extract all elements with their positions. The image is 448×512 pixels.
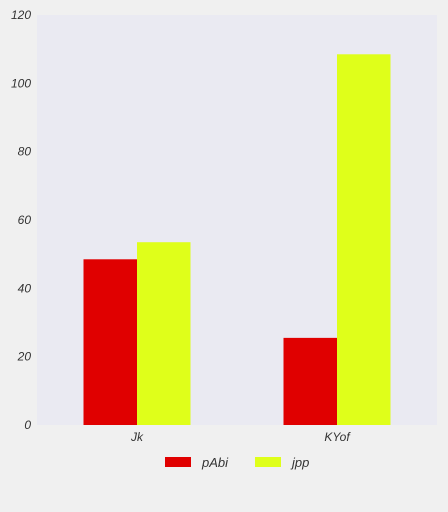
legend-label-pAbi: pAbi — [201, 455, 229, 470]
bars-group — [83, 54, 391, 426]
y-axis: 0 20 40 60 80 100 120 — [11, 8, 31, 432]
y-tick-label: 100 — [11, 76, 31, 90]
legend-label-jpp: jpp — [290, 455, 309, 470]
y-tick-label: 20 — [17, 350, 32, 364]
y-tick-label: 40 — [18, 281, 32, 295]
bar-jpp-Jk — [137, 242, 191, 425]
bar-jpp-KYof — [337, 54, 391, 426]
x-tick-label: Jk — [130, 430, 144, 444]
y-tick-label: 80 — [18, 145, 32, 159]
bar-pAbi-Jk — [83, 259, 137, 425]
legend-swatch-jpp — [255, 457, 281, 467]
legend-swatch-pAbi — [165, 457, 191, 467]
legend: pAbi jpp — [165, 455, 309, 470]
bar-pAbi-KYof — [283, 337, 337, 425]
y-tick-label: 0 — [24, 418, 31, 432]
y-tick-label: 120 — [11, 8, 31, 22]
y-tick-label: 60 — [18, 213, 32, 227]
x-axis: Jk KYof — [130, 430, 351, 444]
x-tick-label: KYof — [324, 430, 351, 444]
